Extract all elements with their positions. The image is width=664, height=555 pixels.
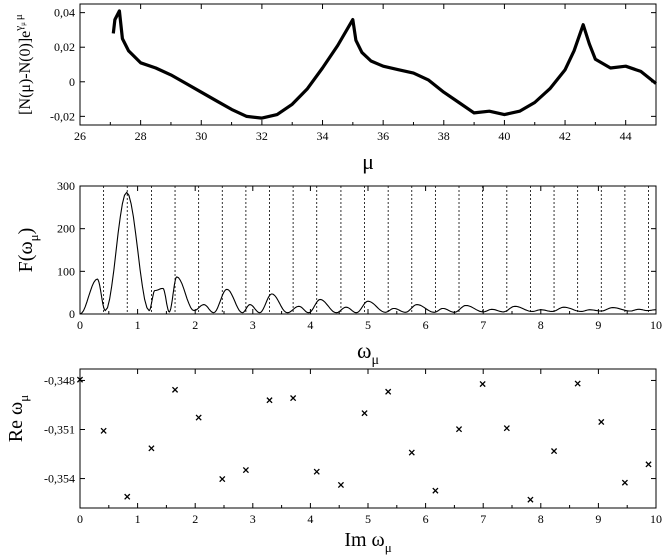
y-label-main: F(ω	[15, 241, 37, 272]
scatter-point	[148, 445, 155, 452]
series-line	[111, 9, 657, 120]
scatter-point	[645, 461, 652, 468]
y-label-sup-tail: μ	[13, 14, 25, 20]
plot-frame	[79, 185, 657, 315]
scatter-point	[361, 410, 368, 417]
y-axis-label: [N(μ)-N(0)]eγμμ	[13, 14, 34, 115]
scatter-point	[527, 496, 534, 503]
y-tick-label: 300	[57, 179, 75, 193]
y-tick-label: -0,348	[44, 373, 75, 387]
scatter-point	[242, 467, 249, 474]
y-tick-label: 0,04	[54, 6, 75, 20]
x-tick-label: 3	[250, 512, 256, 526]
x-axis-label: Im ωμ	[344, 529, 391, 555]
x-tick-label: 3	[250, 318, 256, 332]
x-tick-label: 6	[423, 512, 429, 526]
plot-frame	[79, 3, 657, 126]
x-tick-label: 32	[256, 129, 268, 143]
scatter-point	[195, 414, 202, 421]
y-tick-label: -0,351	[44, 423, 75, 437]
x-tick-label: 1	[135, 512, 141, 526]
scatter-point	[337, 481, 344, 489]
y-label-sub: μ	[16, 395, 31, 402]
scatter-point	[550, 448, 558, 455]
y-label-sup: γ	[13, 26, 25, 32]
x-tick-label: 10	[650, 512, 662, 526]
plot-frame	[79, 368, 657, 509]
x-tick-label: 1	[135, 318, 141, 332]
x-tick-label: 7	[480, 318, 486, 332]
scatter-point	[574, 380, 581, 387]
y-tick-label: 0	[69, 307, 75, 321]
y-tick-label: 200	[57, 222, 75, 236]
scatter-point	[290, 395, 297, 402]
scatter-point	[598, 418, 605, 426]
x-tick-label: 5	[365, 512, 371, 526]
x-label-main: ω	[357, 338, 371, 363]
scatter-point	[503, 425, 510, 432]
x-tick-label: 7	[480, 512, 486, 526]
y-label-sup-sub: μ	[19, 22, 27, 26]
x-tick-label: 6	[423, 318, 429, 332]
scatter-point	[408, 449, 415, 456]
y-axis-label: Re ωμ	[5, 395, 31, 442]
x-tick-label: 8	[538, 512, 544, 526]
x-tick-label: 9	[595, 512, 601, 526]
x-tick-label: 5	[365, 318, 371, 332]
x-tick-label: 38	[438, 129, 450, 143]
scatter-point	[76, 376, 84, 383]
scatter-point	[124, 493, 131, 500]
scatter-point	[455, 426, 463, 433]
scatter-point	[621, 479, 628, 486]
y-tick-label: -0,354	[44, 472, 75, 486]
x-label-main: Im ω	[344, 529, 384, 551]
x-tick-label: 36	[377, 129, 389, 143]
x-tick-label: 10	[650, 318, 662, 332]
x-tick-label: 40	[498, 129, 510, 143]
spectrum-line	[79, 191, 657, 315]
x-axis-label: ωμ	[357, 338, 379, 368]
scatter-point	[100, 427, 107, 434]
y-tick-label: 0	[69, 75, 75, 89]
x-label-sub: μ	[371, 353, 379, 368]
scatter-point	[171, 386, 179, 393]
y-tick-label: 0,02	[54, 40, 75, 54]
y-tick-label: -0,02	[50, 109, 75, 123]
scatter-point	[266, 397, 273, 404]
scatter-point	[385, 388, 392, 395]
y-axis-label: F(ωμ)	[15, 228, 41, 273]
scatter-point	[313, 468, 320, 475]
x-tick-label: 8	[538, 318, 544, 332]
y-label-tail: )	[15, 228, 37, 235]
x-tick-label: 42	[559, 129, 571, 143]
scatter-point	[479, 380, 486, 388]
y-label-main: Re ω	[5, 402, 27, 442]
x-tick-label: 9	[595, 318, 601, 332]
x-tick-label: 2	[192, 318, 198, 332]
scatter-point	[219, 475, 226, 483]
x-tick-label: 0	[77, 318, 83, 332]
y-label-main: [N(μ)-N(0)]e	[17, 31, 34, 115]
x-tick-label: 4	[307, 318, 313, 332]
x-tick-label: 28	[135, 129, 147, 143]
panel-mu-curve: 26 28 30 32 34 36 38 40 42 44-0,0200,020,04μ[N(μ)…	[13, 3, 657, 174]
x-tick-label: 34	[317, 129, 329, 143]
x-tick-label: 30	[195, 129, 207, 143]
x-tick-label: 44	[620, 129, 632, 143]
x-tick-label: 0	[77, 512, 83, 526]
x-tick-label: 26	[74, 129, 86, 143]
x-tick-label: 2	[192, 512, 198, 526]
scatter-point	[432, 487, 439, 494]
x-tick-label: 4	[307, 512, 313, 526]
y-label-sub: μ	[26, 234, 41, 241]
y-tick-label: 100	[57, 264, 75, 278]
x-axis-label: μ	[362, 149, 374, 174]
x-label-sub: μ	[385, 540, 392, 555]
